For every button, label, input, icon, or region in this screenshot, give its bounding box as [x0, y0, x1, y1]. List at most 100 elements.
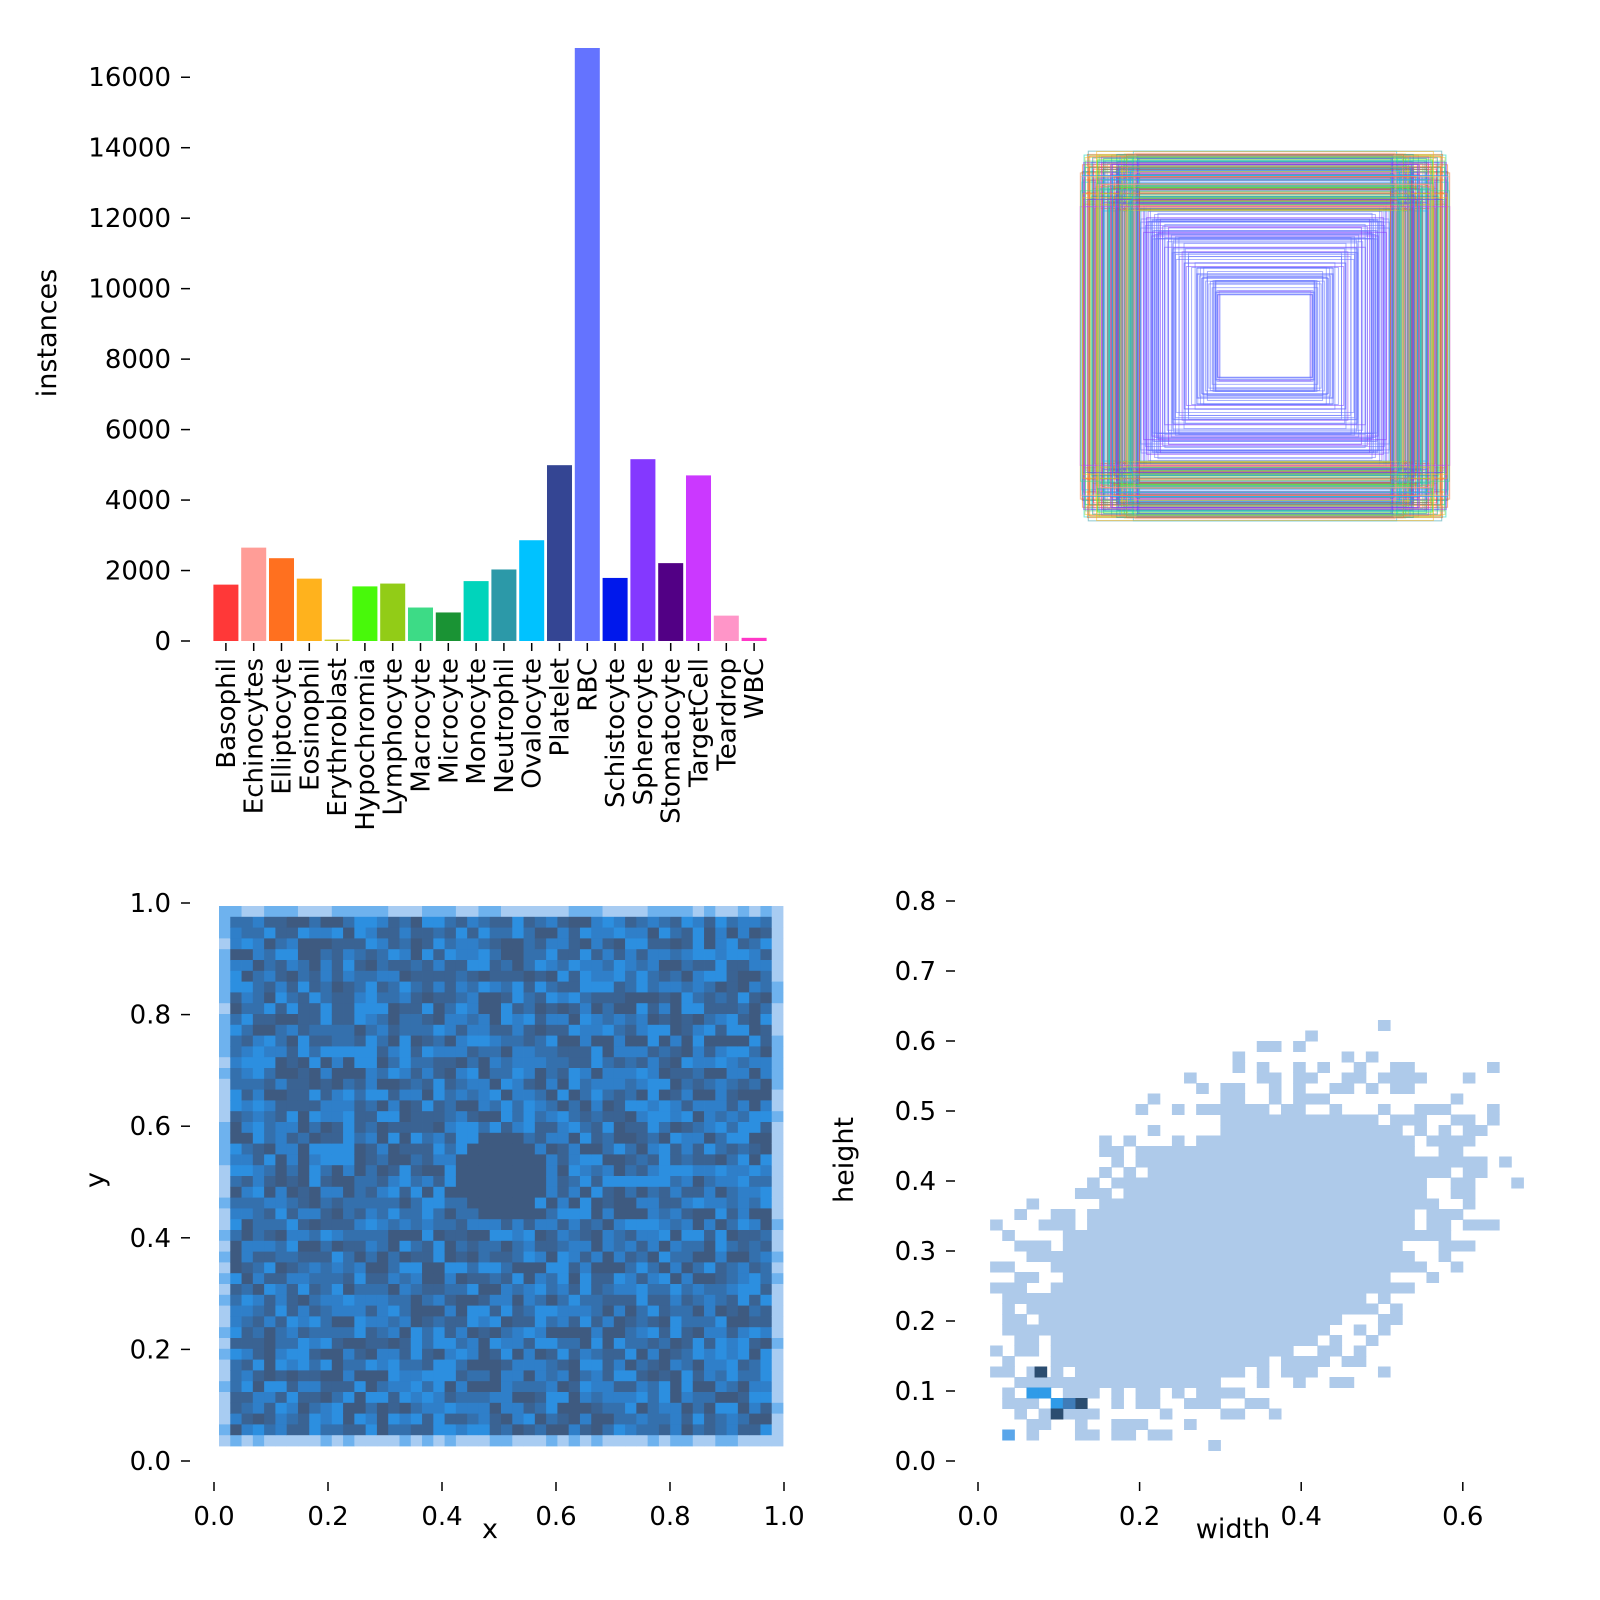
- xy-heatmap-cell: [489, 1327, 502, 1339]
- wh-heatmap-cell: [1256, 1398, 1270, 1409]
- wh-heatmap-cell: [1232, 1177, 1246, 1189]
- xy-heatmap-cell: [625, 1381, 637, 1393]
- xy-heatmap-cell: [297, 1230, 310, 1242]
- xy-heatmap-cell: [286, 1003, 299, 1015]
- wh-heatmap-cell: [1365, 1083, 1379, 1094]
- xy-heatmap-cell: [467, 960, 479, 972]
- xy-heatmap-cell: [343, 1316, 355, 1328]
- xy-heatmap-cell: [354, 1305, 367, 1317]
- wh-heatmap-cell: [1450, 1261, 1464, 1273]
- wh-heatmap-cell: [1402, 1198, 1415, 1210]
- bar-x-tick-label: Erythroblast: [323, 658, 353, 817]
- wh-heatmap-cell: [1341, 1146, 1355, 1157]
- xy-heatmap-cell: [219, 1230, 231, 1242]
- xy-heatmap-cell: [737, 1370, 750, 1382]
- overlay-box: [1154, 213, 1376, 459]
- xy-heatmap-cell: [422, 1003, 434, 1015]
- xy-heatmap-cell: [749, 1413, 761, 1425]
- xy-heatmap-cell: [489, 1230, 502, 1242]
- xy-heatmap-cell: [512, 960, 524, 972]
- xy-heatmap-cell: [579, 1338, 592, 1350]
- overlay-box: [1171, 252, 1359, 420]
- wh-heatmap-cell: [1268, 1146, 1282, 1157]
- xy-heatmap-cell: [444, 1316, 457, 1328]
- wh-heatmap-cell: [1256, 1366, 1270, 1378]
- wh-heatmap-cell: [1208, 1324, 1221, 1336]
- xy-heatmap-cell: [760, 1381, 773, 1393]
- xy-heatmap-cell: [602, 1392, 615, 1404]
- xy-heatmap-cell: [388, 1057, 400, 1069]
- xy-heatmap-cell: [422, 1251, 434, 1263]
- xy-heatmap-cell: [388, 1392, 400, 1404]
- xy-heatmap-cell: [715, 1316, 727, 1328]
- xy-heatmap-cell: [749, 1327, 761, 1339]
- xy-heatmap-cell: [467, 1068, 479, 1080]
- wh-heatmap-cell: [1159, 1272, 1173, 1283]
- xy-heatmap-cell: [252, 1240, 265, 1252]
- xy-heatmap-cell: [230, 938, 242, 950]
- xy-heatmap-cell: [512, 1024, 524, 1036]
- xy-heatmap-cell: [320, 981, 333, 993]
- xy-heatmap-cell: [478, 1197, 491, 1209]
- xy-heatmap-cell: [715, 1327, 727, 1339]
- wh-heatmap-cell: [1281, 1219, 1294, 1231]
- wh-heatmap-cell: [1135, 1356, 1149, 1367]
- xy-heatmap-cell: [591, 1197, 603, 1209]
- wh-heatmap-cell: [1135, 1188, 1149, 1199]
- xy-heatmap-cell: [489, 1024, 502, 1036]
- xy-heatmap-cell: [636, 1262, 649, 1274]
- xy-heatmap-cell: [410, 1251, 423, 1263]
- xy-heatmap-cell: [568, 1208, 581, 1220]
- xy-heatmap-cell: [399, 1338, 412, 1350]
- xy-heatmap-cell: [422, 1068, 434, 1080]
- wh-heatmap-cell: [1293, 1377, 1306, 1388]
- xy-heatmap-cell: [331, 1003, 344, 1015]
- xy-heatmap-cell: [658, 938, 671, 950]
- xy-heatmap-cell: [433, 1186, 445, 1198]
- xy-heatmap-cell: [388, 981, 400, 993]
- xy-heatmap-cell: [320, 1381, 333, 1393]
- xy-heatmap-cell: [286, 1381, 299, 1393]
- xy-heatmap-cell: [354, 1197, 367, 1209]
- xy-heatmap-cell: [309, 1003, 321, 1015]
- xy-heatmap-cell: [489, 1381, 502, 1393]
- overlay-box: [1093, 177, 1437, 495]
- xy-heatmap-cell: [670, 1294, 682, 1306]
- xy-heatmap-cell: [568, 1338, 581, 1350]
- xy-heatmap-cell: [331, 1122, 344, 1134]
- wh-heatmap-cell: [1390, 1261, 1403, 1273]
- xy-heatmap-cell: [343, 1370, 355, 1382]
- xy-heatmap-cell: [331, 1197, 344, 1209]
- wh-heatmap-cell: [1305, 1219, 1318, 1231]
- xy-heatmap-cell: [771, 981, 784, 993]
- xy-heatmap-cell: [523, 1435, 536, 1447]
- xy-heatmap-cell: [478, 1089, 491, 1101]
- xy-heatmap-cell: [230, 992, 242, 1004]
- xy-heatmap-cell: [219, 1262, 231, 1274]
- xy-heatmap-cell: [309, 1165, 321, 1177]
- xy-heatmap-cell: [546, 1402, 558, 1414]
- xy-heatmap-cell: [760, 1219, 773, 1231]
- xy-heatmap-cell: [692, 1100, 705, 1112]
- xy-heatmap-cell: [692, 1392, 705, 1404]
- xy-heatmap-cell: [557, 938, 570, 950]
- xy-heatmap-cell: [512, 949, 524, 961]
- wh-heatmap-cell: [1014, 1282, 1027, 1294]
- wh-heatmap-cell: [1293, 1314, 1306, 1325]
- xy-heatmap-cell: [286, 1046, 299, 1058]
- xy-heatmap-cell: [579, 1111, 592, 1123]
- xy-heatmap-cell: [591, 1078, 603, 1090]
- wh-heatmap-cell: [1317, 1114, 1330, 1126]
- xy-heatmap-cell: [501, 1122, 513, 1134]
- xy-heatmap-cell: [365, 1359, 378, 1371]
- overlay-box: [1173, 251, 1357, 421]
- xy-heatmap-cell: [376, 1024, 389, 1036]
- wh-heatmap-cell: [1014, 1240, 1027, 1252]
- wh-heatmap-cell: [1135, 1324, 1149, 1336]
- xy-heatmap-cell: [331, 1262, 344, 1274]
- xy-heatmap-cell: [241, 1273, 254, 1285]
- xy-heatmap-cell: [737, 1122, 750, 1134]
- xy-heatmap-cell: [749, 1197, 761, 1209]
- xy-heatmap-cell: [230, 1089, 242, 1101]
- wh-heatmap-cell: [1135, 1209, 1149, 1220]
